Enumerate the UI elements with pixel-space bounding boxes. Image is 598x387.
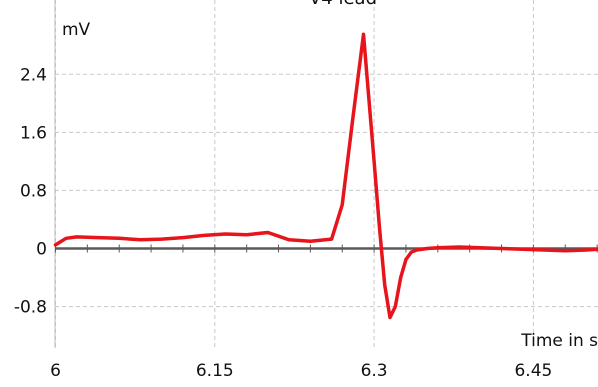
series-line [53,32,598,320]
x-tick-label: 6.15 [196,361,234,381]
x-tick-label: 6 [50,361,61,381]
x-tick-label: 6.45 [514,361,552,381]
y-tick-label: 1.6 [20,123,47,143]
y-tick-label: 0.8 [20,181,47,201]
chart-title: V4 lead [309,0,377,9]
x-tick-labels: 66.156.36.456.66.756.9 [50,361,552,381]
x-axis-label: Time in s [520,331,598,351]
y-tick-labels: 2.4 1.6 0.8 0 -0.8 [14,65,47,317]
y-tick-label: 0 [36,240,47,260]
axis-minor-ticks [55,244,598,253]
y-tick-label: 2.4 [20,65,47,85]
y-tick-label: -0.8 [14,298,47,318]
y-axis-label: mV [62,20,91,40]
x-tick-label: 6.3 [361,361,388,381]
grid-lines [55,0,598,348]
